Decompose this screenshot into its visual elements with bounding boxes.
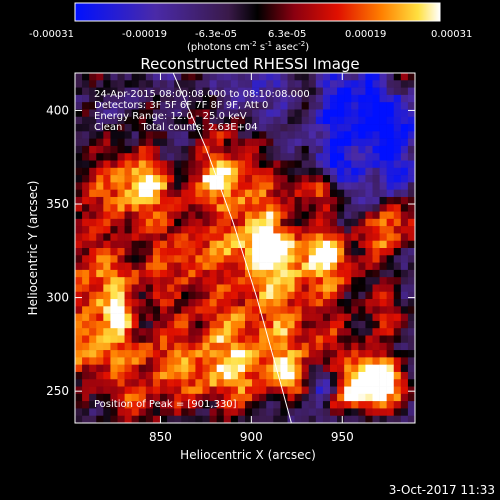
colorbar-tick-label: -0.00019 [122, 29, 167, 40]
x-tick-label: 950 [331, 430, 354, 444]
chart-title: Reconstructed RHESSI Image [140, 55, 359, 73]
plot-frame [74, 72, 416, 424]
heatmap-cells [75, 73, 415, 423]
y-axis-label: Heliocentric Y (arcsec) [26, 181, 40, 316]
y-tick-label: 300 [46, 291, 69, 305]
y-tick-label: 400 [46, 103, 69, 117]
x-tick-label: 900 [240, 430, 263, 444]
y-axis-ticks: 250 300 350 400 [46, 103, 415, 398]
x-axis-ticks: 850 900 950 [149, 73, 354, 444]
solar-limb-curve [172, 73, 292, 423]
annotation-energy: Energy Range: 12.0 - 25.0 keV [94, 111, 247, 122]
colorbar-tick-label: -0.00031 [29, 29, 74, 40]
y-tick-label: 350 [46, 197, 69, 211]
colorbar-tick-label: 6.3e-05 [268, 29, 306, 40]
colorbar-tick-label: -6.3e-05 [195, 29, 237, 40]
colorbar [74, 2, 441, 22]
x-axis-label: Heliocentric X (arcsec) [180, 448, 316, 462]
colorbar-ticks: -0.00031 -0.00019 -6.3e-05 6.3e-05 0.000… [29, 29, 472, 40]
y-tick-label: 250 [46, 384, 69, 398]
colorbar-tick-label: 0.00031 [431, 29, 472, 40]
heatmap-area [75, 73, 415, 423]
x-tick-label: 850 [149, 430, 172, 444]
peak-position-label: Position of Peak = [901,330] [94, 399, 237, 410]
colorbar-tick-label: 0.00019 [345, 29, 386, 40]
annotations: 24-Apr-2015 08:00:08.000 to 08:10:08.000… [94, 89, 310, 410]
annotation-detectors: Detectors: 3F 5F 6F 7F 8F 9F, Att 0 [94, 100, 268, 111]
colorbar-units: (photons cm-2 s-1 asec-2) [187, 40, 309, 53]
annotation-time: 24-Apr-2015 08:00:08.000 to 08:10:08.000 [94, 89, 310, 100]
timestamp: 3-Oct-2017 11:33 [389, 483, 495, 497]
annotation-counts: Clean Total counts: 2.63E+04 [94, 122, 258, 133]
